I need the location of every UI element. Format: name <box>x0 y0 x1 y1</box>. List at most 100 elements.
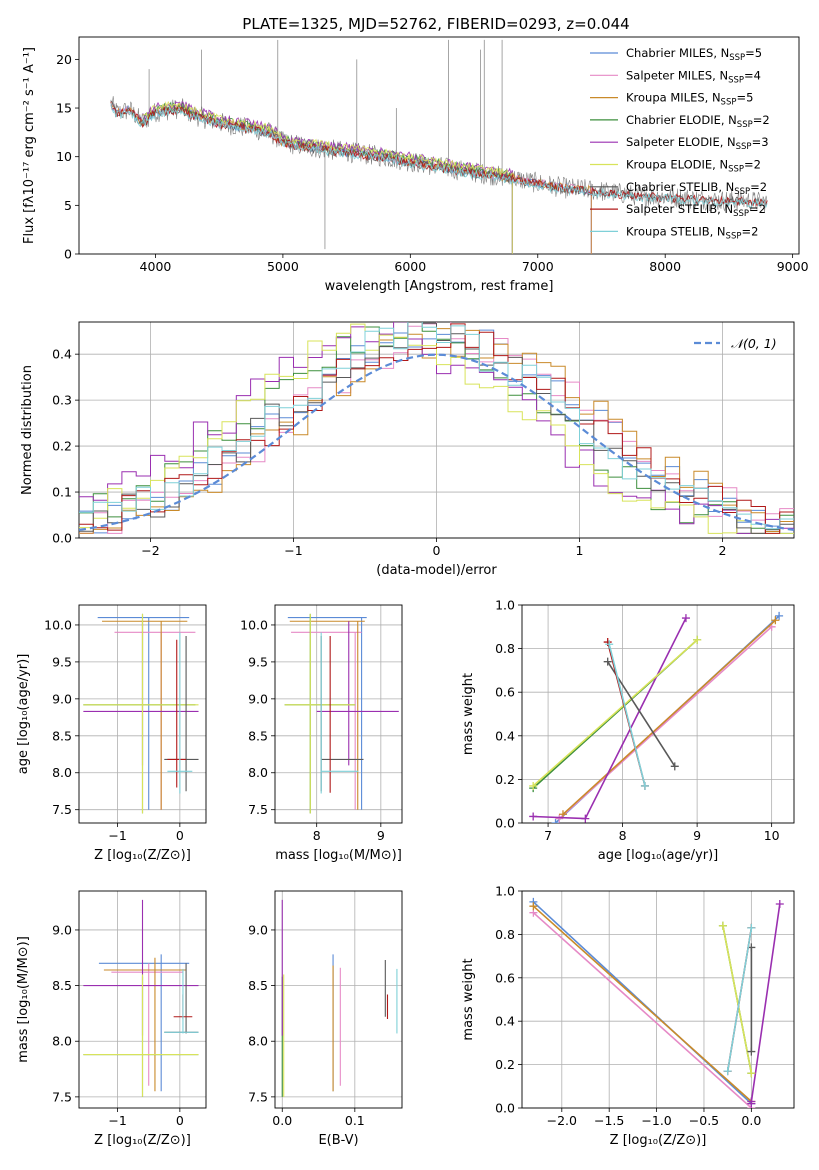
x-axis-label: Z [log₁₀(Z/Z⊙)] <box>610 1133 707 1148</box>
tick-label-x: 9 <box>693 828 701 843</box>
weight-line <box>607 661 676 767</box>
weight-marker <box>747 1097 756 1106</box>
tick-label-x: 10 <box>764 828 780 843</box>
tick-label-y: 1.0 <box>495 884 515 899</box>
weight-line <box>750 903 781 1104</box>
spectrum-curves <box>110 39 768 254</box>
tick-label-y: 0.8 <box>495 641 515 656</box>
tick-label-y: 0.6 <box>495 970 515 985</box>
tick-label-y: 0.6 <box>495 685 515 700</box>
weight-line <box>726 927 753 1072</box>
x-axis-label: age [log₁₀(age/yr)] <box>598 848 719 863</box>
y-axis-label: mass weight <box>461 673 476 755</box>
y-axis-label: age [log₁₀(age/yr)] <box>16 654 31 775</box>
tick-label-y: 8.5 <box>52 978 72 993</box>
tick-label-x: 1 <box>576 543 584 558</box>
tick-label-x: 2 <box>719 543 727 558</box>
x-axis-label: Z [log₁₀(Z/Z⊙)] <box>94 1133 191 1148</box>
tick-label-y: 20 <box>56 52 72 67</box>
tick-label-y: 15 <box>56 101 72 116</box>
weight-line <box>608 644 646 787</box>
tick-label-y: 0.4 <box>52 347 72 362</box>
tick-label-y: 0.2 <box>495 772 515 787</box>
model-line <box>110 102 592 254</box>
weight-marker <box>747 1047 756 1056</box>
x-axis-label: (data-model)/error <box>376 563 497 578</box>
tick-label-y: 8.5 <box>248 728 268 743</box>
axes-frame <box>521 604 795 824</box>
residual-histograms <box>79 322 794 534</box>
tick-label-y: 5 <box>64 198 72 213</box>
tick-label-y: 0.2 <box>495 1057 515 1072</box>
tick-label-y: 9.5 <box>248 654 268 669</box>
tick-label-y: 8.5 <box>52 728 72 743</box>
legend-label: Salpeter STELIB, NSSP=2 <box>626 202 766 219</box>
tick-label-y: 0.8 <box>495 927 515 942</box>
tick-label-y: 10 <box>56 149 72 164</box>
tick-label-x: 7 <box>544 828 552 843</box>
tick-label-x: 9000 <box>777 259 809 274</box>
tick-label-y: 9.0 <box>248 922 268 937</box>
axes-frame <box>274 890 403 1109</box>
weight-marker <box>747 1069 756 1078</box>
weight-marker <box>718 921 727 930</box>
weight-marker <box>603 657 612 666</box>
axes-age_vs_Z: −1 0 7.5 8.0 8.5 9.0 9.5 10.0 Z [log₁₀(Z/Z⊙)] age… <box>16 604 207 863</box>
weight-marker <box>775 900 784 909</box>
tick-label-y: 8.0 <box>52 1034 72 1049</box>
tick-label-x: 4000 <box>140 259 172 274</box>
tick-label-x: −1.0 <box>641 1113 671 1128</box>
model-line <box>110 104 592 254</box>
weight-line <box>722 925 753 1074</box>
tick-label-y: 8.0 <box>248 765 268 780</box>
weight-line <box>558 626 773 820</box>
tick-label-x: 0.0 <box>741 1113 761 1128</box>
x-axis-label: Z [log₁₀(Z/Z⊙)] <box>94 848 191 863</box>
axes-mass_vs_EBV: 0.0 0.1 7.5 8.0 8.5 9.0 E(B-V) <box>248 890 403 1148</box>
weight-line <box>532 639 698 787</box>
weight-marker <box>640 781 649 790</box>
axes-frame <box>521 890 795 1109</box>
tick-label-y: 10.0 <box>44 617 72 632</box>
gaussian-curve <box>79 353 794 531</box>
tick-label-x: 8 <box>619 828 627 843</box>
weight-marker <box>747 923 756 932</box>
tick-label-y: 7.5 <box>52 1089 72 1104</box>
tick-label-y: 1.0 <box>495 598 515 613</box>
errorbars-mass_vs_Z <box>83 899 199 1097</box>
x-axis-label: wavelength [Angstrom, rest frame] <box>325 279 554 294</box>
tick-label-y: 0 <box>64 247 72 262</box>
legend-label: Chabrier MILES, NSSP=5 <box>626 46 762 63</box>
legend-label: Chabrier ELODIE, NSSP=2 <box>626 113 770 130</box>
weight-marker <box>771 616 780 625</box>
tick-label-x: −1 <box>108 828 126 843</box>
y-axis-label: Normed distribution <box>20 365 35 495</box>
legend-label: Chabrier STELIB, NSSP=2 <box>626 180 767 197</box>
x-axis-label: E(B-V) <box>318 1133 358 1148</box>
tick-label-y: 0.4 <box>495 728 515 743</box>
axes-frame <box>274 604 403 824</box>
errorbars-mass_vs_EBV <box>281 899 398 1097</box>
weight-marker <box>529 812 538 821</box>
legend-label: Kroupa MILES, NSSP=5 <box>626 91 753 108</box>
tick-label-x: −1 <box>284 543 302 558</box>
histogram-step <box>79 322 794 534</box>
legend-label: Salpeter MILES, NSSP=4 <box>626 68 761 85</box>
tick-label-y: 8.5 <box>248 978 268 993</box>
weight-marker <box>555 814 564 823</box>
weight-marker <box>529 781 538 790</box>
axes-spectrum: 4000 5000 6000 7000 8000 9000 0 5 10 15 20 waveleng… <box>22 36 809 294</box>
weight-marker <box>693 635 702 644</box>
tick-label-x: −2.0 <box>547 1113 577 1128</box>
weight-marker <box>551 819 560 823</box>
axes-frame <box>78 890 207 1109</box>
axes-mass_vs_Z: −1 0 7.5 8.0 8.5 9.0 Z [log₁₀(Z/Z⊙)] mass [log₁… <box>16 890 207 1148</box>
figure-title: PLATE=1325, MJD=52762, FIBERID=0293, z=0… <box>242 15 629 33</box>
tick-label-y: 7.5 <box>52 802 72 817</box>
tick-label-y: 8.0 <box>52 765 72 780</box>
plot-layer: 4000 5000 6000 7000 8000 900005101520waveleng… <box>16 36 809 1148</box>
histogram-step <box>79 323 794 534</box>
tick-label-x: 9 <box>377 828 385 843</box>
axes-frame <box>78 36 800 255</box>
